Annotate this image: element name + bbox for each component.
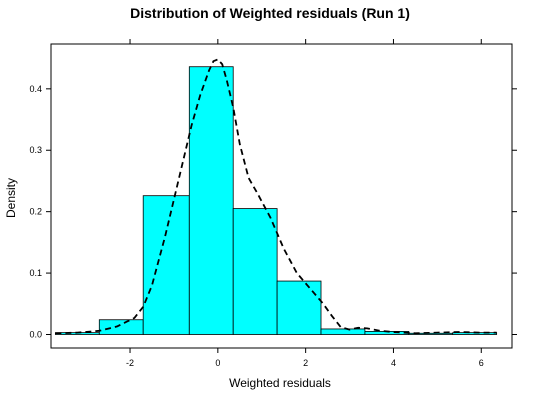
plot-area: -2 0 2 4 6 0.0 0.1 0.2 0.3 0.4 [29,39,517,368]
histogram-bar [276,280,322,335]
histogram-bar [188,66,234,335]
x-tick-label: -2 [126,358,134,368]
chart-title: Distribution of Weighted residuals (Run … [130,5,410,21]
x-tick-label: 4 [391,358,396,368]
y-tick-label: 0.4 [29,84,42,94]
y-tick-label: 0.1 [29,268,42,278]
histogram-bar [320,328,366,335]
x-tick-label: 6 [479,358,484,368]
y-tick-label: 0.3 [29,145,42,155]
y-tick-label: 0.2 [29,207,42,217]
y-tick-label: 0.0 [29,329,42,339]
histogram-bar [232,208,278,335]
x-tick-label: 0 [215,358,220,368]
y-axis-label: Density [4,178,18,218]
x-axis-label: Weighted residuals [229,376,331,390]
x-tick-label: 2 [303,358,308,368]
histogram-bar [142,195,190,335]
histogram-bar [98,319,144,335]
plot-frame [50,43,513,349]
